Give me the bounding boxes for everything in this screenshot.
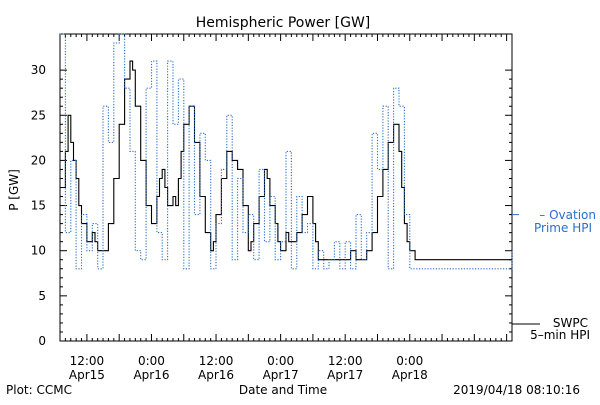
- legend-ovation-line1: – Ovation: [539, 208, 596, 222]
- legend-swpc-line1: SWPC: [553, 316, 588, 330]
- footer-timestamp: 2019/04/18 08:10:16: [453, 383, 580, 397]
- x-tick-date-label: Apr16: [133, 368, 169, 382]
- y-tick-label: 25: [31, 108, 46, 122]
- x-tick-time-label: 12:00: [328, 354, 363, 368]
- legend-ovation-line2: Prime HPI: [534, 221, 592, 235]
- x-tick-date-label: Apr16: [198, 368, 234, 382]
- y-tick-label: 0: [38, 334, 46, 348]
- y-tick-label: 30: [31, 63, 46, 77]
- legend-swpc-line2: 5–min HPI: [530, 328, 590, 342]
- x-axis-label: Date and Time: [239, 383, 327, 397]
- x-tick-time-label: 12:00: [199, 354, 234, 368]
- x-tick-time-label: 0:00: [138, 354, 165, 368]
- y-tick-label: 15: [31, 199, 46, 213]
- y-tick-label: 5: [38, 289, 46, 303]
- x-tick-date-label: Apr17: [263, 368, 299, 382]
- x-tick-time-label: 0:00: [396, 354, 423, 368]
- plot-frame: [59, 33, 513, 342]
- y-tick-label: 20: [31, 153, 46, 167]
- series-line-swpc: [60, 60, 512, 261]
- footer-left: Plot: CCMC: [6, 383, 72, 397]
- x-tick-date-label: Apr17: [327, 368, 363, 382]
- x-tick-time-label: 12:00: [70, 354, 105, 368]
- x-tick-date-label: Apr18: [392, 368, 428, 382]
- chart-title: Hemispheric Power [GW]: [196, 15, 371, 31]
- series-group: [60, 33, 513, 270]
- y-tick-label: 10: [31, 244, 46, 258]
- x-axis-ticks: 12:00Apr150:00Apr1612:00Apr160:00Apr1712…: [59, 34, 513, 382]
- x-tick-date-label: Apr15: [69, 368, 105, 382]
- x-tick-time-label: 0:00: [267, 354, 294, 368]
- y-axis-ticks: 0 5 10 15 20 25 30: [31, 63, 512, 348]
- series-line-ovation: [60, 33, 513, 270]
- y-axis-label: P [GW]: [7, 169, 21, 211]
